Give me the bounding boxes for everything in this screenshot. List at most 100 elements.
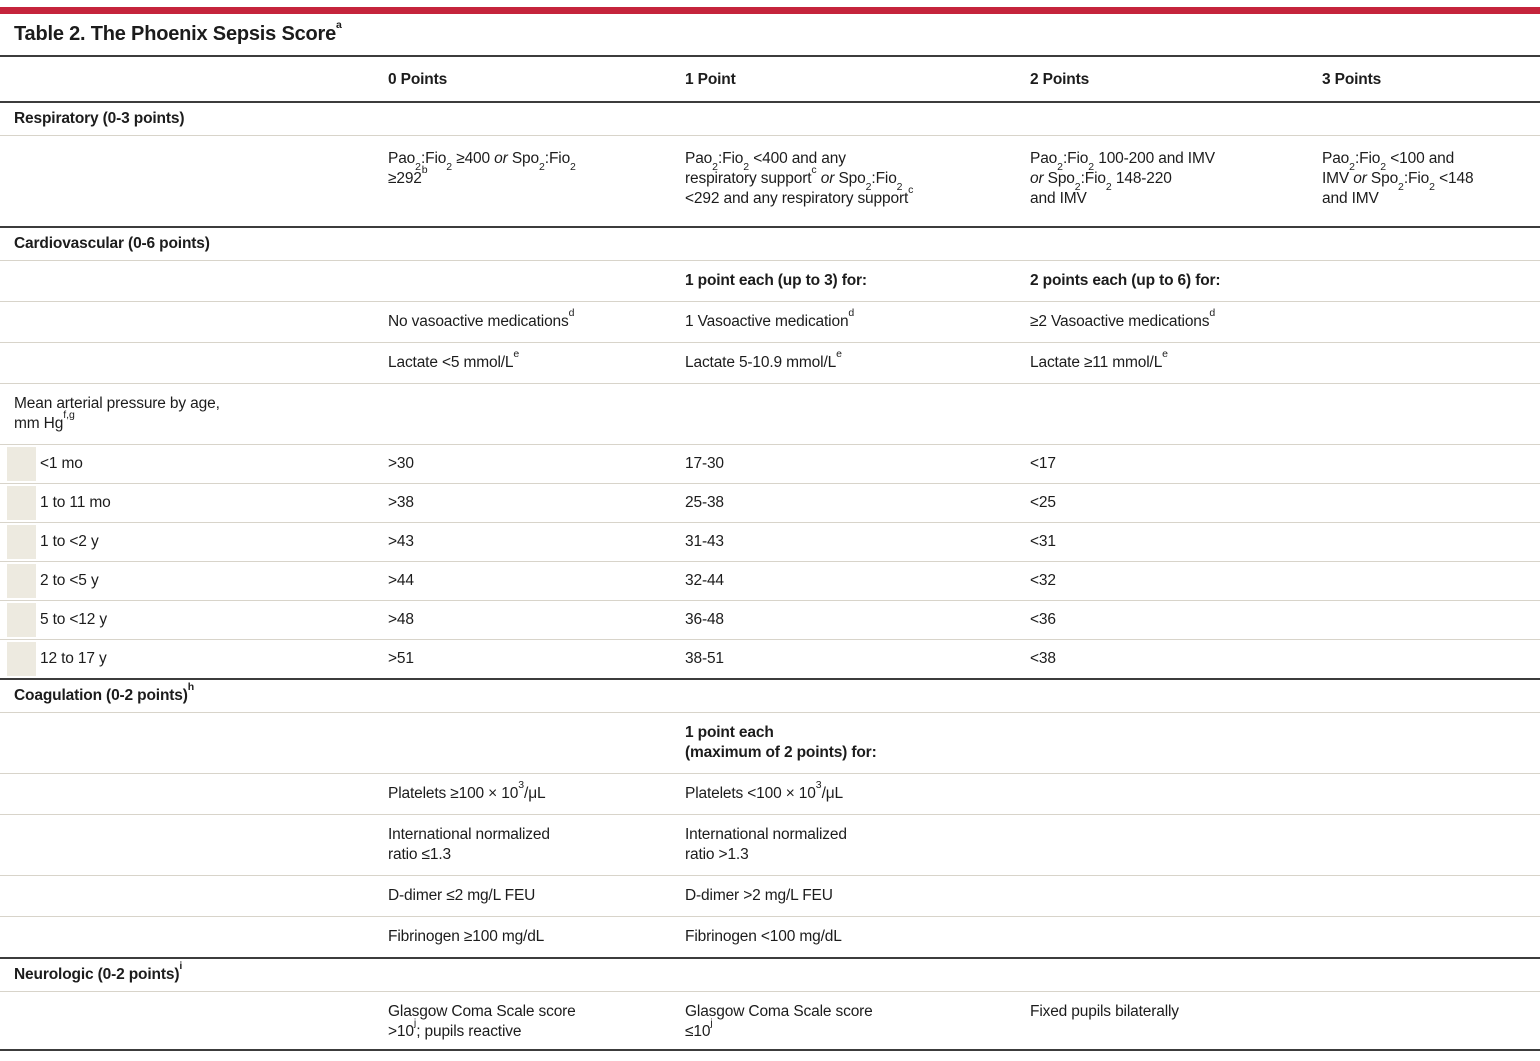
map-0pt-cell: >44 xyxy=(388,561,685,601)
gcs-0pt-cell: Glasgow Coma Scale score >10j; pupils rea… xyxy=(388,991,685,1051)
empty-cell xyxy=(1322,444,1540,484)
section-label: Cardiovascular (0-6 points) xyxy=(0,227,1540,261)
empty-cell xyxy=(0,875,388,917)
row-vasoactive-medications: No vasoactive medicationsd 1 Vasoactive … xyxy=(0,301,1540,343)
respiratory-3pt-cell: Pao2:Fio2 <100 and IMV or Spo2:Fio2 <148 a… xyxy=(1322,135,1540,228)
map-row-label: Mean arterial pressure by age, mm Hgf,g xyxy=(0,383,388,445)
empty-cell xyxy=(0,260,388,302)
row-fibrinogen: Fibrinogen ≥100 mg/dL Fibrinogen <100 mg… xyxy=(0,916,1540,959)
map-2pt-cell: <17 xyxy=(1030,444,1322,484)
row-map-age-1to2y: 1 to <2 y >43 31-43 <31 xyxy=(0,522,1540,562)
map-0pt-cell: >38 xyxy=(388,483,685,523)
empty-cell xyxy=(0,991,388,1051)
inr-0pt-cell: International normalized ratio ≤1.3 xyxy=(388,814,685,876)
empty-cell xyxy=(388,712,685,774)
column-header-row: 0 Points 1 Point 2 Points 3 Points xyxy=(0,57,1540,103)
row-map-age-2to5y: 2 to <5 y >44 32-44 <32 xyxy=(0,561,1540,601)
row-map-label: Mean arterial pressure by age, mm Hgf,g xyxy=(0,383,1540,445)
map-2pt-cell: <31 xyxy=(1030,522,1322,562)
empty-cell xyxy=(0,773,388,815)
row-map-age-1to11mo: 1 to 11 mo >38 25-38 <25 xyxy=(0,483,1540,523)
age-label: <1 mo xyxy=(0,444,388,484)
inr-1pt-cell: International normalized ratio >1.3 xyxy=(685,814,1030,876)
section-header-coagulation: Coagulation (0-2 points)h xyxy=(0,679,1540,713)
empty-cell xyxy=(1322,301,1540,343)
column-header-empty xyxy=(0,57,388,103)
phoenix-sepsis-score-table: 0 Points 1 Point 2 Points 3 Points Respi… xyxy=(0,57,1540,1051)
row-cardiovascular-scoring-note: 1 point each (up to 3) for: 2 points eac… xyxy=(0,260,1540,302)
gcs-2pt-cell: Fixed pupils bilaterally xyxy=(1030,991,1322,1051)
empty-cell xyxy=(0,135,388,228)
age-label: 1 to 11 mo xyxy=(0,483,388,523)
empty-cell xyxy=(0,814,388,876)
map-0pt-cell: >48 xyxy=(388,600,685,640)
empty-cell xyxy=(1030,383,1322,445)
map-1pt-cell: 36-48 xyxy=(685,600,1030,640)
respiratory-1pt-cell: Pao2:Fio2 <400 and any respiratory suppor… xyxy=(685,135,1030,228)
empty-cell xyxy=(1322,260,1540,302)
row-platelets: Platelets ≥100 × 103/μL Platelets <100 ×… xyxy=(0,773,1540,815)
empty-cell xyxy=(1030,875,1322,917)
section-header-cardiovascular: Cardiovascular (0-6 points) xyxy=(0,227,1540,261)
row-inr: International normalized ratio ≤1.3 Inter… xyxy=(0,814,1540,876)
map-1pt-cell: 17-30 xyxy=(685,444,1030,484)
empty-cell xyxy=(1322,875,1540,917)
empty-cell xyxy=(0,916,388,959)
map-1pt-cell: 31-43 xyxy=(685,522,1030,562)
cardio-2pt-note-cell: 2 points each (up to 6) for: xyxy=(1030,260,1322,302)
page: { "title": "Table 2. The Phoenix Sepsis … xyxy=(0,7,1540,1061)
section-label: Neurologic (0-2 points)i xyxy=(0,958,1540,992)
section-header-neurologic: Neurologic (0-2 points)i xyxy=(0,958,1540,992)
lactate-2pt-cell: Lactate ≥11 mmol/Le xyxy=(1030,342,1322,384)
age-label: 12 to 17 y xyxy=(0,639,388,680)
column-header-2-points: 2 Points xyxy=(1030,57,1322,103)
row-map-age-12to17y: 12 to 17 y >51 38-51 <38 xyxy=(0,639,1540,680)
empty-cell xyxy=(1322,991,1540,1051)
empty-cell xyxy=(1322,773,1540,815)
vasoactive-0pt-cell: No vasoactive medicationsd xyxy=(388,301,685,343)
gcs-1pt-cell: Glasgow Coma Scale score ≤10j xyxy=(685,991,1030,1051)
empty-cell xyxy=(388,383,685,445)
map-1pt-cell: 32-44 xyxy=(685,561,1030,601)
empty-cell xyxy=(1322,561,1540,601)
vasoactive-2pt-cell: ≥2 Vasoactive medicationsd xyxy=(1030,301,1322,343)
coag-1pt-note-cell: 1 point each (maximum of 2 points) for: xyxy=(685,712,1030,774)
lactate-1pt-cell: Lactate 5-10.9 mmol/Le xyxy=(685,342,1030,384)
row-coagulation-scoring-note: 1 point each (maximum of 2 points) for: xyxy=(0,712,1540,774)
empty-cell xyxy=(1030,773,1322,815)
empty-cell xyxy=(1322,522,1540,562)
empty-cell xyxy=(1322,600,1540,640)
empty-cell xyxy=(1030,712,1322,774)
map-0pt-cell: >30 xyxy=(388,444,685,484)
map-1pt-cell: 25-38 xyxy=(685,483,1030,523)
row-map-age-lt1mo: <1 mo >30 17-30 <17 xyxy=(0,444,1540,484)
column-header-0-points: 0 Points xyxy=(388,57,685,103)
empty-cell xyxy=(1322,342,1540,384)
respiratory-2pt-cell: Pao2:Fio2 100-200 and IMV or Spo2:Fio2 14… xyxy=(1030,135,1322,228)
column-header-3-points: 3 Points xyxy=(1322,57,1540,103)
row-respiratory-criteria: Pao2:Fio2 ≥400 or Spo2:Fio2 ≥292b Pao2:Fi… xyxy=(0,135,1540,228)
section-header-respiratory: Respiratory (0-3 points) xyxy=(0,102,1540,136)
empty-cell xyxy=(0,712,388,774)
map-2pt-cell: <38 xyxy=(1030,639,1322,680)
row-gcs-pupils: Glasgow Coma Scale score >10j; pupils rea… xyxy=(0,991,1540,1051)
ddimer-1pt-cell: D-dimer >2 mg/L FEU xyxy=(685,875,1030,917)
age-label: 2 to <5 y xyxy=(0,561,388,601)
platelets-1pt-cell: Platelets <100 × 103/μL xyxy=(685,773,1030,815)
lactate-0pt-cell: Lactate <5 mmol/Le xyxy=(388,342,685,384)
age-label: 5 to <12 y xyxy=(0,600,388,640)
empty-cell xyxy=(1322,712,1540,774)
fibrinogen-0pt-cell: Fibrinogen ≥100 mg/dL xyxy=(388,916,685,959)
empty-cell xyxy=(0,301,388,343)
accent-bar xyxy=(0,7,1540,14)
row-ddimer: D-dimer ≤2 mg/L FEU D-dimer >2 mg/L FEU xyxy=(0,875,1540,917)
map-0pt-cell: >43 xyxy=(388,522,685,562)
row-lactate: Lactate <5 mmol/Le Lactate 5-10.9 mmol/L… xyxy=(0,342,1540,384)
map-2pt-cell: <25 xyxy=(1030,483,1322,523)
cardio-1pt-note-cell: 1 point each (up to 3) for: xyxy=(685,260,1030,302)
respiratory-0pt-cell: Pao2:Fio2 ≥400 or Spo2:Fio2 ≥292b xyxy=(388,135,685,228)
empty-cell xyxy=(0,342,388,384)
empty-cell xyxy=(685,383,1030,445)
empty-cell xyxy=(1322,639,1540,680)
table-title: Table 2. The Phoenix Sepsis Scorea xyxy=(0,14,1540,57)
